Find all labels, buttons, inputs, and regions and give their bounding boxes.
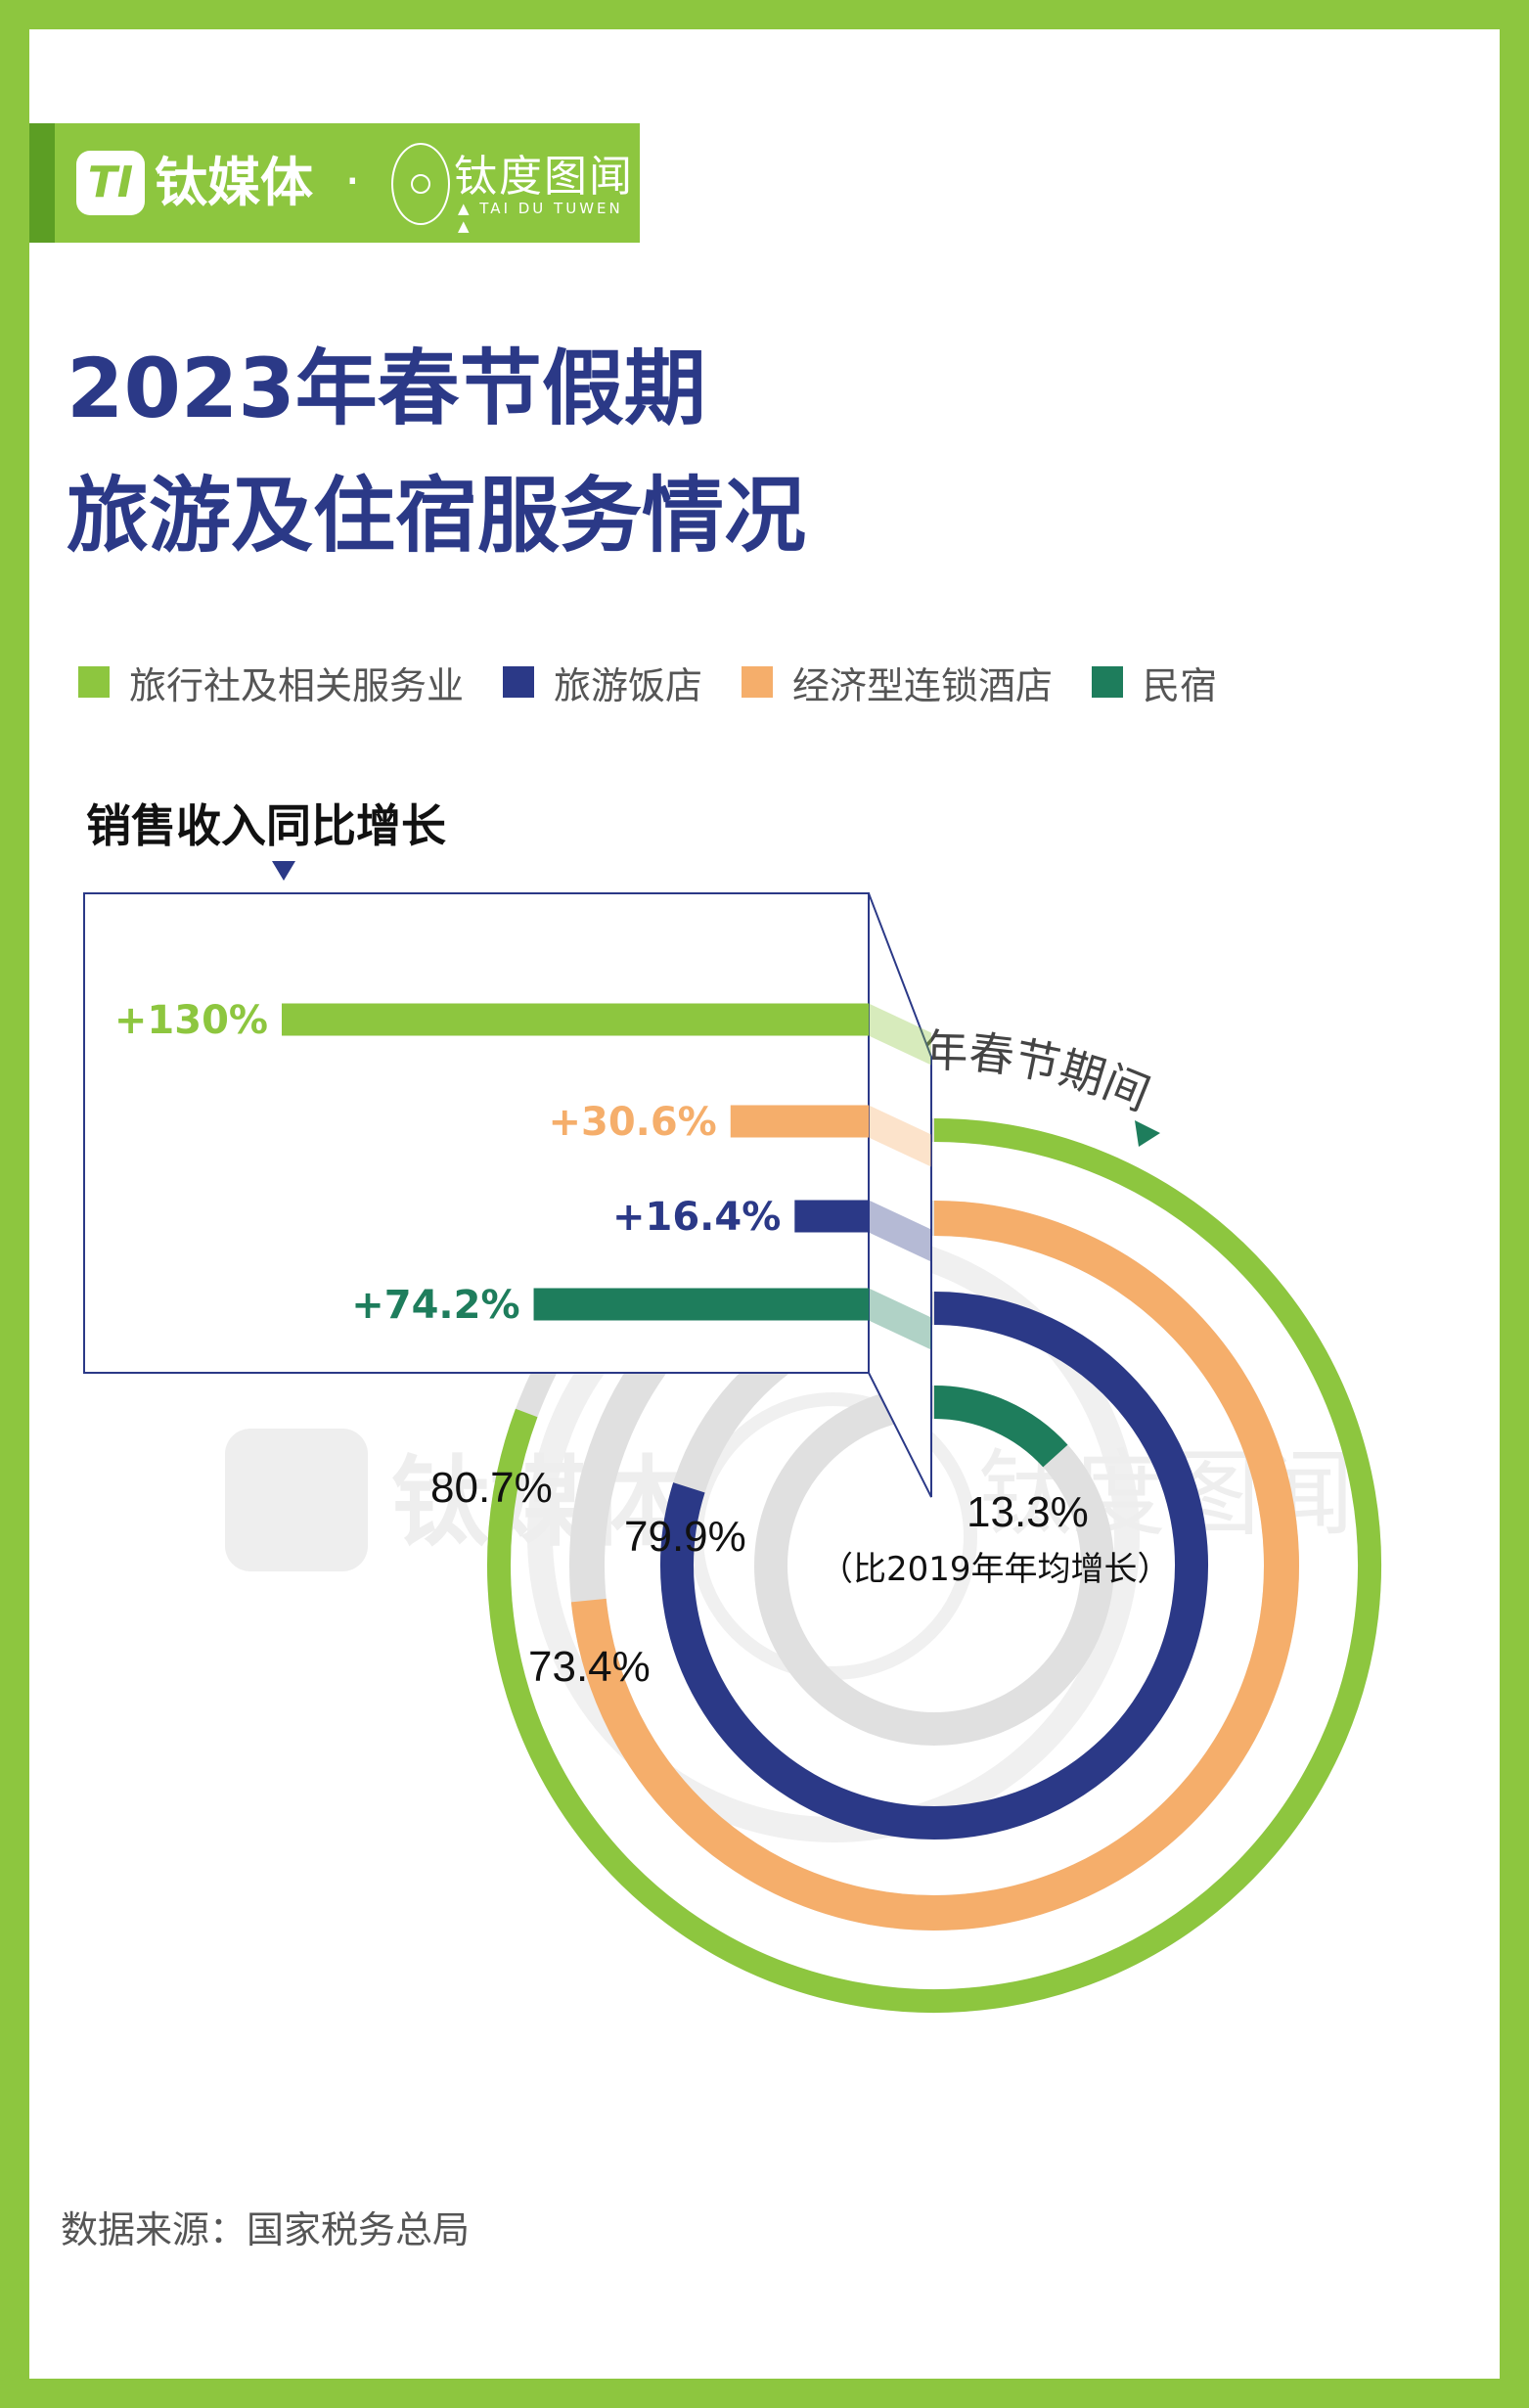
legend-swatch (742, 666, 774, 698)
brand-header-bar: TI 钛媒体 · 钛度图闻 ▲ TAI DU TUWEN ▲ (29, 123, 640, 243)
legend-item-homestay: 民宿 (1092, 656, 1217, 709)
bar-homestay-value-label: +74.2% (351, 1283, 519, 1328)
legend-swatch (503, 666, 535, 698)
legend-item-budget-chain-hotel: 经济型连锁酒店 (742, 656, 1053, 709)
chart-legend: 旅行社及相关服务业 旅游饭店 经济型连锁酒店 民宿 (78, 656, 1256, 709)
bar-section-title: 销售收入同比增长 (86, 799, 446, 852)
brand-name: 钛媒体 (155, 152, 313, 213)
page-title-line2: 旅游及住宿服务情况 (67, 468, 807, 564)
bar-budget-chain-hotel-value-label: +30.6% (548, 1100, 716, 1145)
sub-brand-english: ▲ TAI DU TUWEN ▲ (458, 200, 623, 235)
tmtpost-logo-icon: TI (76, 151, 145, 215)
ring-budget-chain-hotel-arc (570, 1201, 1299, 1931)
ring-tourist-hotel-value-label: 79.9% (624, 1513, 746, 1561)
taidu-logo-icon (391, 143, 450, 225)
bar-tourist-hotel (794, 1200, 869, 1233)
brand-bar-accent (29, 123, 55, 243)
ring-pointer-icon (1135, 1120, 1160, 1147)
ring-homestay-arc (933, 1386, 1068, 1468)
page-title-line1: 2023年春节假期 (67, 341, 706, 436)
watermark-logo-icon (225, 1429, 368, 1571)
ring-travel-agency-arc (487, 1118, 1382, 2013)
bar-travel-agency-fold (869, 1003, 931, 1066)
bar-homestay (533, 1288, 869, 1321)
legend-label: 民宿 (1143, 663, 1218, 707)
legend-label: 经济型连锁酒店 (792, 663, 1054, 707)
watermark-brand-text: 钛媒体 (391, 1445, 685, 1560)
bar-tourist-hotel-fold (869, 1200, 931, 1262)
ring-note-label: （比2019年年均增长） (820, 1550, 1171, 1589)
legend-item-travel-agency: 旅行社及相关服务业 (78, 656, 464, 709)
brand-separator: · (344, 153, 361, 211)
bar-section-pointer-icon (272, 861, 295, 881)
tmtpost-logo-letters: TI (87, 158, 134, 207)
bar-travel-agency (282, 1003, 869, 1036)
ring-budget-chain-hotel-value-label: 73.4% (528, 1643, 651, 1691)
ring-tourist-hotel-arc (660, 1292, 1208, 1840)
bar-budget-chain-hotel (730, 1105, 869, 1138)
bar-tourist-hotel-value-label: +16.4% (612, 1195, 781, 1240)
sub-brand-name: 钛度图闻 (454, 152, 634, 202)
legend-item-tourist-hotel: 旅游饭店 (503, 656, 702, 709)
ring-homestay-value-label: 13.3% (967, 1488, 1089, 1536)
ring-travel-agency-value-label: 80.7% (430, 1464, 553, 1512)
legend-swatch (78, 666, 110, 698)
bar-budget-chain-hotel-fold (869, 1105, 931, 1167)
bar-travel-agency-value-label: +130% (114, 998, 268, 1043)
data-source: 数据来源：国家税务总局 (61, 2208, 471, 2251)
bar-homestay-fold (869, 1288, 931, 1350)
legend-swatch (1092, 666, 1124, 698)
legend-label: 旅游饭店 (554, 663, 703, 707)
legend-label: 旅行社及相关服务业 (129, 663, 465, 707)
